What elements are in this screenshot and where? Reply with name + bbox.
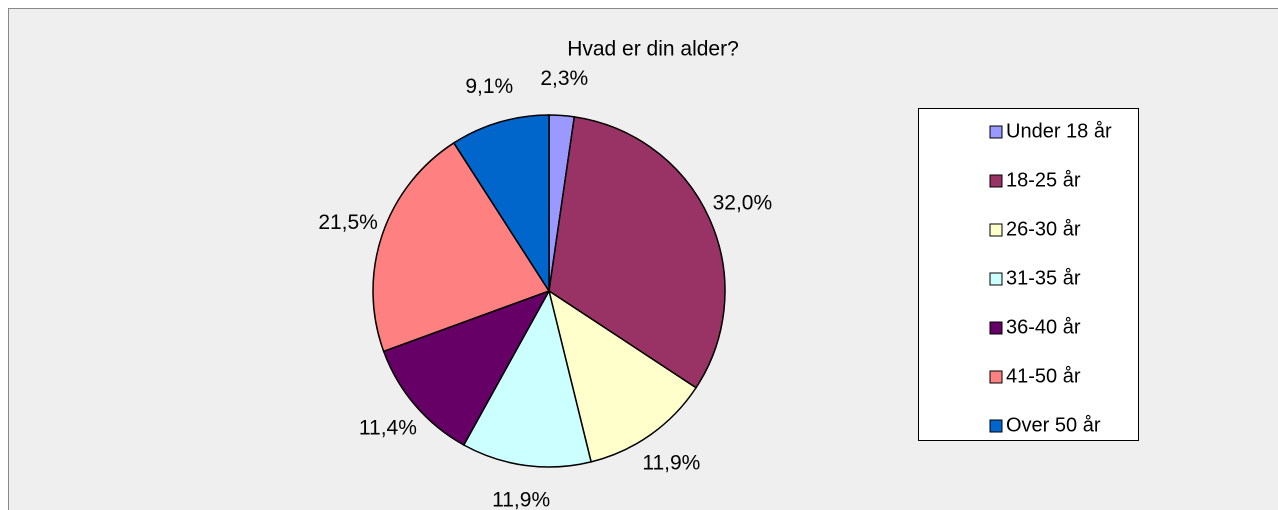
pie-slice [547, 289, 698, 463]
legend-swatch [989, 419, 1003, 433]
pie-slice [462, 288, 593, 468]
pie-slice [382, 289, 551, 447]
legend-swatch [989, 272, 1003, 286]
legend-swatch [989, 223, 1003, 237]
legend [918, 108, 1139, 441]
legend-label: 41-50 år [1006, 365, 1081, 387]
data-label: 32,0% [713, 192, 773, 215]
legend-label: 36-40 år [1006, 316, 1081, 338]
chart-title: Hvad er din alder? [567, 38, 739, 61]
data-label: 2,3% [540, 67, 588, 90]
pie-slice [452, 114, 550, 294]
legend-swatch [989, 125, 1003, 139]
pie-slice [548, 115, 726, 389]
legend-swatch [989, 370, 1003, 384]
data-label: 9,1% [465, 75, 513, 98]
legend-label: Over 50 år [1006, 414, 1101, 436]
legend-label: 18-25 år [1006, 169, 1081, 191]
legend-label: 26-30 år [1006, 218, 1081, 240]
legend-label: 31-35 år [1006, 267, 1081, 289]
legend-swatch [989, 321, 1003, 335]
data-label: 11,9% [642, 452, 700, 475]
pie-slice [372, 141, 551, 353]
legend-label: Under 18 år [1006, 120, 1112, 142]
data-label: 11,4% [359, 416, 417, 439]
data-label: 11,9% [492, 489, 550, 510]
legend-swatch [989, 174, 1003, 188]
data-label: 21,5% [318, 211, 378, 234]
